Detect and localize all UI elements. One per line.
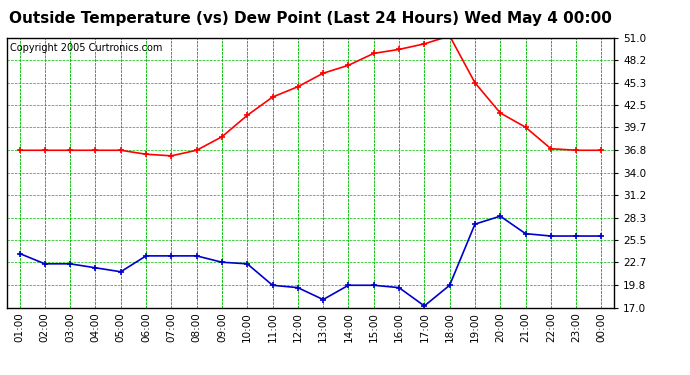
Text: Outside Temperature (vs) Dew Point (Last 24 Hours) Wed May 4 00:00: Outside Temperature (vs) Dew Point (Last… — [9, 11, 612, 26]
Text: Copyright 2005 Curtronics.com: Copyright 2005 Curtronics.com — [10, 43, 162, 53]
